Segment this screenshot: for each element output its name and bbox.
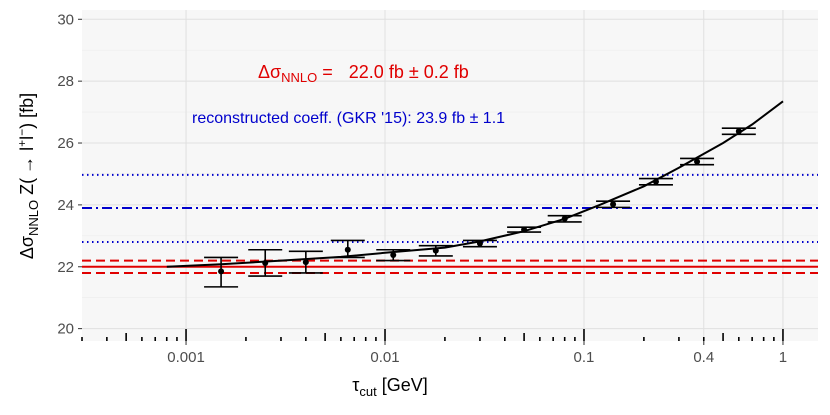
data-point xyxy=(680,157,715,166)
point-marker xyxy=(521,226,528,233)
data-point xyxy=(721,127,756,136)
panel-background xyxy=(82,10,818,341)
x-tick-label: 1 xyxy=(779,349,787,366)
data-point xyxy=(547,214,582,223)
point-marker xyxy=(262,260,269,267)
nnlo-annotation-value: 22.0 fb ± 0.2 fb xyxy=(349,62,469,82)
data-point xyxy=(507,226,542,233)
y-axis-title-end: ) [fb] xyxy=(17,93,37,129)
y-tick-labels: 20 22 24 26 28 30 xyxy=(57,11,82,338)
point-marker xyxy=(390,252,397,259)
point-marker xyxy=(610,201,617,208)
point-marker xyxy=(652,178,659,185)
nnlo-annotation-eq: = xyxy=(317,62,333,82)
y-axis-title-sup2: − xyxy=(15,129,29,136)
y-tick-label: 20 xyxy=(57,321,74,338)
data-point xyxy=(596,200,631,209)
point-marker xyxy=(561,215,568,222)
x-tick-labels: 0.001 0.01 0.1 0.4 1 xyxy=(167,341,787,366)
nnlo-annotation-sub: NNLO xyxy=(281,70,317,85)
y-axis-title-l1: l xyxy=(17,147,37,156)
x-axis-title-rest: [GeV] xyxy=(377,375,428,395)
y-tick-label: 28 xyxy=(57,73,74,90)
y-tick-label: 24 xyxy=(57,197,74,214)
y-axis-title-pre: Δσ xyxy=(17,236,37,259)
x-tick-label: 0.001 xyxy=(167,349,205,366)
reference-lines xyxy=(82,173,818,274)
x-axis-title: τcut [GeV] xyxy=(352,375,428,399)
reconstructed-annotation: reconstructed coeff. (GKR '15): 23.9 fb … xyxy=(192,110,505,127)
data-point xyxy=(288,250,323,274)
point-marker xyxy=(432,247,439,254)
data-point xyxy=(204,256,239,288)
x-tick-marks xyxy=(81,329,784,341)
x-tick-label: 0.01 xyxy=(370,349,399,366)
y-axis-title-l2: l xyxy=(17,136,37,140)
point-marker xyxy=(344,246,351,253)
x-axis-title-main: τ xyxy=(352,375,359,395)
nnlo-annotation: ΔσNNLO = 22.0 fb ± 0.2 fb xyxy=(258,62,469,85)
point-marker xyxy=(694,158,701,165)
data-point xyxy=(248,248,283,277)
point-marker xyxy=(218,268,225,275)
point-marker xyxy=(476,240,483,247)
y-axis-title: ΔσNNLO Z(→ l+l−) [fb] xyxy=(15,93,41,259)
x-tick-label: 0.4 xyxy=(693,349,714,366)
nnlo-annotation-symbol: Δσ xyxy=(258,62,281,82)
data-point xyxy=(330,239,365,259)
x-tick-label: 0.1 xyxy=(574,349,595,366)
y-tick-label: 26 xyxy=(57,135,74,152)
data-point xyxy=(376,248,411,262)
y-axis-title-sup1: + xyxy=(15,140,29,147)
y-axis-title-arrow: → xyxy=(17,156,37,174)
y-tick-label: 30 xyxy=(57,11,74,28)
point-marker xyxy=(735,128,742,135)
data-point xyxy=(638,177,673,186)
y-axis-title-sub: NNLO xyxy=(26,200,41,236)
y-axis-title-mid: Z( xyxy=(17,178,37,200)
data-points xyxy=(204,127,756,288)
x-axis-title-sub: cut xyxy=(359,384,377,399)
data-point xyxy=(462,239,497,248)
data-point xyxy=(418,244,453,257)
point-marker xyxy=(302,259,309,266)
y-tick-label: 22 xyxy=(57,259,74,276)
